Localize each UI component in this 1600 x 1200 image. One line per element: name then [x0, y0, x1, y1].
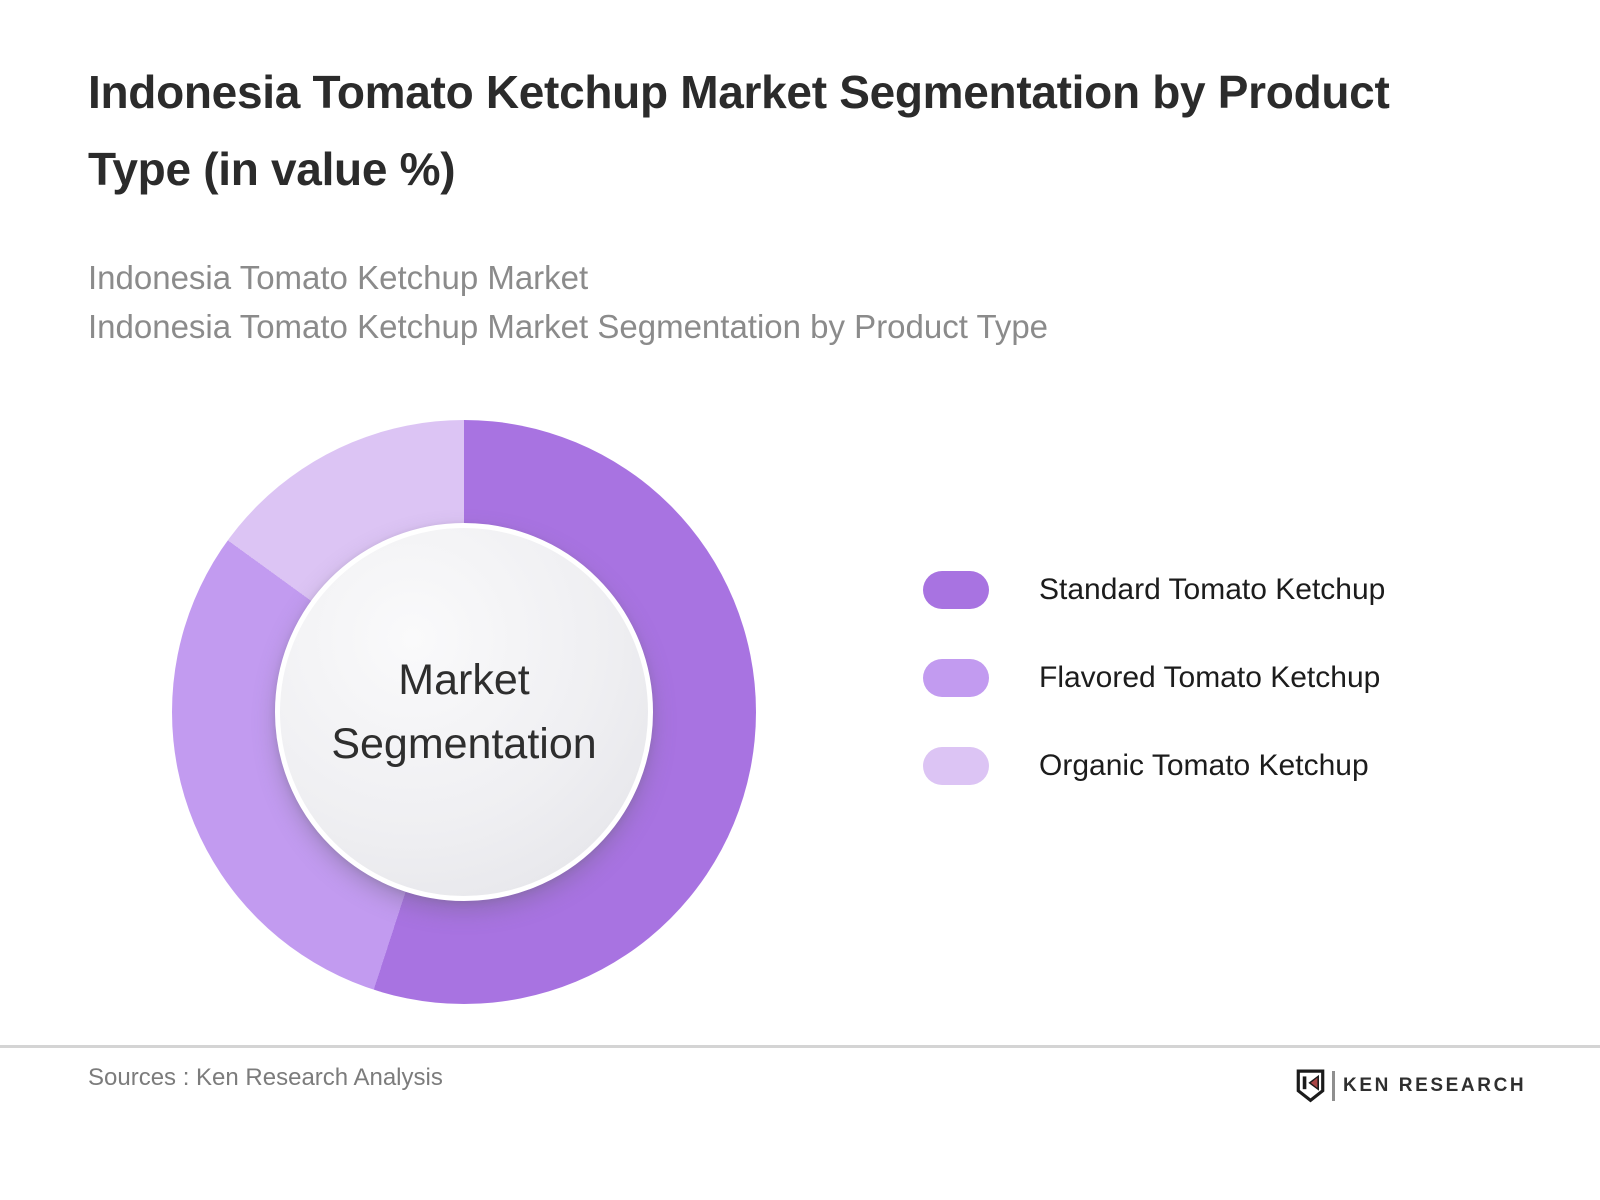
legend-item: Organic Tomato Ketchup [923, 747, 1385, 785]
logo-text: KEN RESEARCH [1343, 1075, 1527, 1096]
legend-swatch [923, 747, 989, 785]
ken-research-logo: KEN RESEARCH [1296, 1066, 1526, 1106]
page-title: Indonesia Tomato Ketchup Market Segmenta… [88, 66, 1390, 195]
legend-label: Organic Tomato Ketchup [1039, 749, 1369, 782]
footer-divider [0, 1045, 1600, 1048]
chart-legend: Standard Tomato Ketchup Flavored Tomato … [923, 571, 1385, 785]
subtitle-line-1: Indonesia Tomato Ketchup Market [88, 259, 589, 296]
chart-subtitle: Indonesia Tomato Ketchup Market Indonesi… [88, 253, 1398, 351]
source-note: Sources : Ken Research Analysis [88, 1064, 443, 1091]
legend-label: Standard Tomato Ketchup [1039, 573, 1386, 606]
legend-item: Standard Tomato Ketchup [923, 571, 1385, 609]
legend-swatch [923, 659, 989, 697]
donut-chart: Market Segmentation [172, 420, 756, 1004]
donut-hole: Market Segmentation [275, 523, 653, 901]
legend-item: Flavored Tomato Ketchup [923, 659, 1385, 697]
donut-center-label: Market Segmentation [331, 656, 597, 768]
legend-label: Flavored Tomato Ketchup [1039, 661, 1381, 694]
logo-divider [1332, 1071, 1335, 1101]
subtitle-line-2: Indonesia Tomato Ketchup Market Segmenta… [88, 308, 1049, 345]
legend-swatch [923, 571, 989, 609]
ken-research-shield-icon [1296, 1069, 1325, 1103]
